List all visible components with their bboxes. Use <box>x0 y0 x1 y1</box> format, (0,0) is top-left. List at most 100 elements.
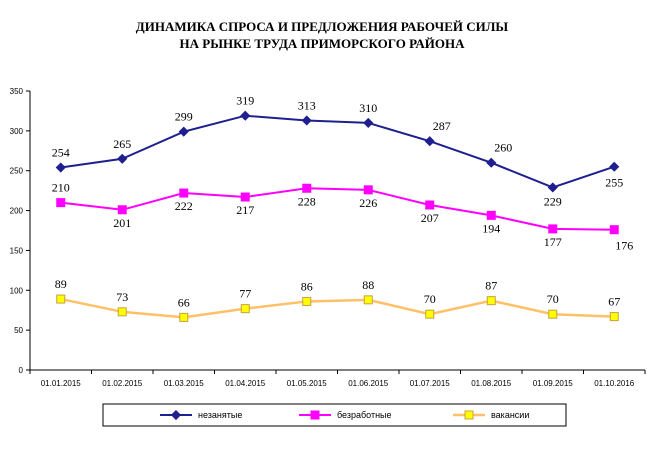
square-marker <box>464 410 474 420</box>
square-marker <box>240 304 250 314</box>
data-label: 73 <box>116 290 128 304</box>
chart-subtitle: НА РЫНКЕ ТРУДА ПРИМОРСКОГО РАЙОНА <box>180 36 466 51</box>
series-line <box>60 114 615 189</box>
legend-entry: безработные <box>299 410 392 420</box>
legend-label: незанятые <box>198 410 242 420</box>
square-marker <box>548 224 558 234</box>
x-tick-label: 01.07.2015 <box>410 379 451 388</box>
diamond-marker <box>55 162 66 173</box>
series-line <box>60 187 615 231</box>
series-1: 254 265 299 319 313 310 287 260 229 255 <box>52 94 624 209</box>
legend-box <box>102 403 567 427</box>
diamond-marker <box>486 157 497 168</box>
square-marker <box>302 183 312 193</box>
data-label: 226 <box>359 196 377 210</box>
data-label: 66 <box>178 295 190 309</box>
data-label: 77 <box>239 287 251 301</box>
square-marker <box>56 294 66 304</box>
data-label: 299 <box>175 110 193 124</box>
legend-entry: незанятые <box>160 409 242 421</box>
square-marker <box>117 205 127 215</box>
data-label: 254 <box>52 146 70 160</box>
data-label: 265 <box>113 137 131 151</box>
data-label: 67 <box>608 295 620 309</box>
data-label: 70 <box>547 292 559 306</box>
diamond-marker <box>240 110 251 121</box>
diamond-marker <box>178 126 189 137</box>
data-label: 255 <box>605 176 623 190</box>
y-tick-label: 350 <box>10 87 24 96</box>
square-marker <box>117 307 127 317</box>
series-3: 89 73 66 77 86 88 70 87 70 67 <box>55 277 620 322</box>
square-marker <box>363 185 373 195</box>
diamond-marker <box>609 161 620 172</box>
legend-label: вакансии <box>491 410 529 420</box>
legend-label: безработные <box>337 410 392 420</box>
axes: 0 50 100 150 200 250 300 350 01.01.2015 01.02.201… <box>10 87 646 388</box>
square-marker <box>302 296 312 306</box>
data-label: 210 <box>52 181 70 195</box>
diamond-marker <box>547 182 558 193</box>
chart-title: ДИНАМИКА СПРОСА И ПРЕДЛОЖЕНИЯ РАБОЧЕЙ СИ… <box>136 19 509 34</box>
data-label: 88 <box>362 278 374 292</box>
data-label: 70 <box>424 292 436 306</box>
x-tick-label: 01.03.2015 <box>164 379 205 388</box>
diamond-marker <box>301 115 312 126</box>
series-line <box>60 297 615 319</box>
y-tick-label: 150 <box>10 246 24 255</box>
data-label: 222 <box>175 199 193 213</box>
x-tick-label: 01.02.2015 <box>102 379 143 388</box>
y-tick-label: 100 <box>10 286 24 295</box>
data-label: 319 <box>236 94 254 108</box>
data-label: 207 <box>421 211 439 225</box>
square-marker <box>486 296 496 306</box>
square-marker <box>609 312 619 322</box>
square-marker <box>609 225 619 235</box>
data-label: 194 <box>482 221 500 235</box>
y-tick-label: 50 <box>14 326 23 335</box>
x-tick-label: 01.05.2015 <box>287 379 328 388</box>
square-marker <box>425 309 435 319</box>
data-label: 201 <box>113 216 131 230</box>
series-2: 210 201 222 217 228 226 207 194 177 176 <box>52 181 634 253</box>
square-marker <box>56 198 66 208</box>
data-label: 87 <box>485 279 497 293</box>
y-tick-label: 200 <box>10 207 24 216</box>
square-marker <box>179 312 189 322</box>
y-tick-label: 0 <box>19 366 24 375</box>
diamond-marker <box>117 153 128 164</box>
data-label: 228 <box>298 194 316 208</box>
x-tick-label: 01.01.2015 <box>41 379 82 388</box>
y-tick-label: 300 <box>10 127 24 136</box>
data-label: 217 <box>236 203 254 217</box>
square-marker <box>179 188 189 198</box>
x-tick-label: 01.08.2015 <box>471 379 512 388</box>
square-marker <box>310 410 320 420</box>
x-tick-label: 01.06.2015 <box>348 379 389 388</box>
diamond-marker <box>170 409 182 421</box>
square-marker <box>486 210 496 220</box>
y-tick-label: 250 <box>10 167 24 176</box>
data-label: 313 <box>298 98 316 112</box>
data-label: 260 <box>494 141 512 155</box>
x-tick-label: 01.10.2016 <box>594 379 635 388</box>
x-tick-label: 01.04.2015 <box>225 379 266 388</box>
data-label: 229 <box>544 194 562 208</box>
square-marker <box>548 309 558 319</box>
data-label: 176 <box>615 239 633 253</box>
data-label: 177 <box>544 235 562 249</box>
data-label: 287 <box>433 119 451 133</box>
square-marker <box>425 200 435 210</box>
data-label: 89 <box>55 277 67 291</box>
diamond-marker <box>424 136 435 147</box>
square-marker <box>363 295 373 305</box>
diamond-marker <box>363 117 374 128</box>
square-marker <box>240 192 250 202</box>
legend-entry: вакансии <box>453 410 529 420</box>
data-label: 86 <box>301 279 313 293</box>
data-label: 310 <box>359 101 377 115</box>
legend: незанятые безработные вакансии <box>102 403 567 427</box>
x-tick-label: 01.09.2015 <box>533 379 574 388</box>
